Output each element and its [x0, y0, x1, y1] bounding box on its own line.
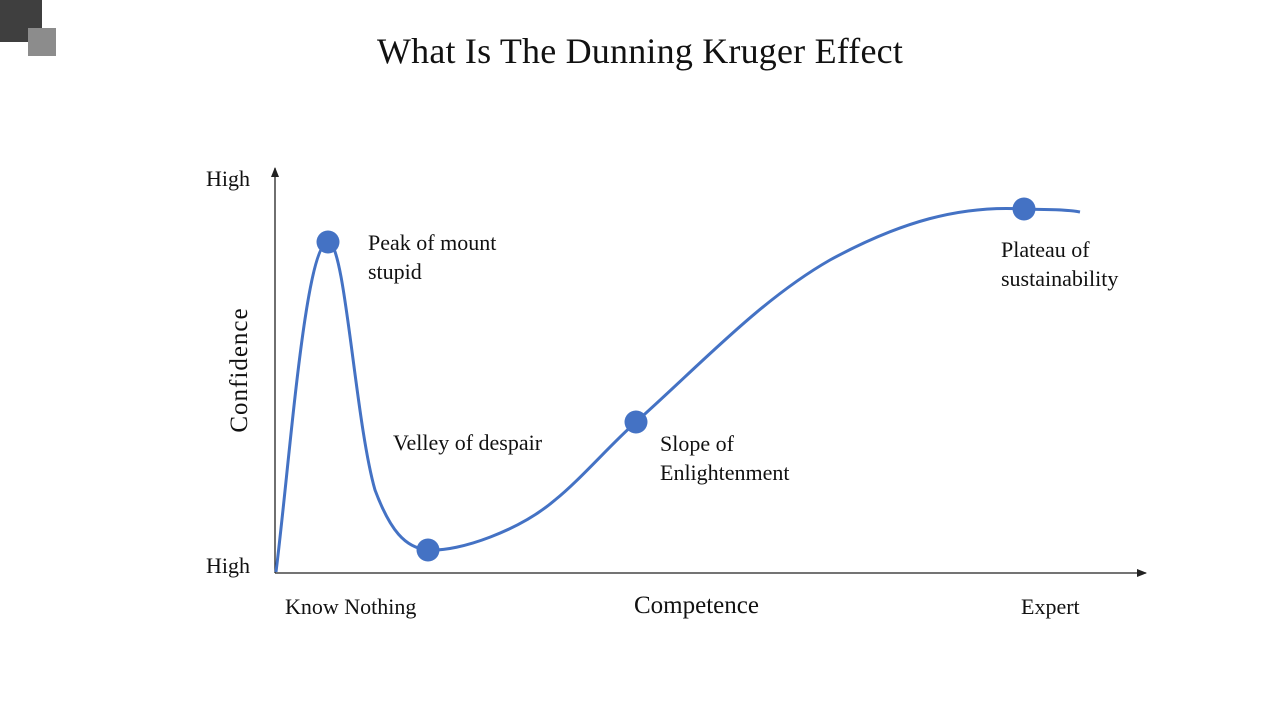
point-slope-marker	[624, 410, 648, 434]
x-tick-right: Expert	[1021, 594, 1080, 619]
point-peak-label: Peak of mount stupid	[368, 230, 497, 284]
point-plateau-marker	[1012, 197, 1036, 221]
point-plateau-label: Plateau of sustainability	[1001, 237, 1119, 291]
point-valley-label: Velley of despair	[393, 430, 543, 455]
y-tick-top: High	[206, 166, 250, 191]
x-tick-left: Know Nothing	[285, 594, 417, 619]
corner-square-light	[28, 28, 56, 56]
y-axis-label: Confidence	[226, 307, 253, 433]
y-tick-bottom: High	[206, 553, 250, 578]
point-peak-marker	[316, 230, 340, 254]
point-slope-label: Slope of Enlightenment	[660, 431, 790, 485]
page-title: What Is The Dunning Kruger Effect	[376, 31, 904, 71]
point-valley-marker	[416, 538, 440, 562]
x-axis-label: Competence	[634, 592, 759, 619]
